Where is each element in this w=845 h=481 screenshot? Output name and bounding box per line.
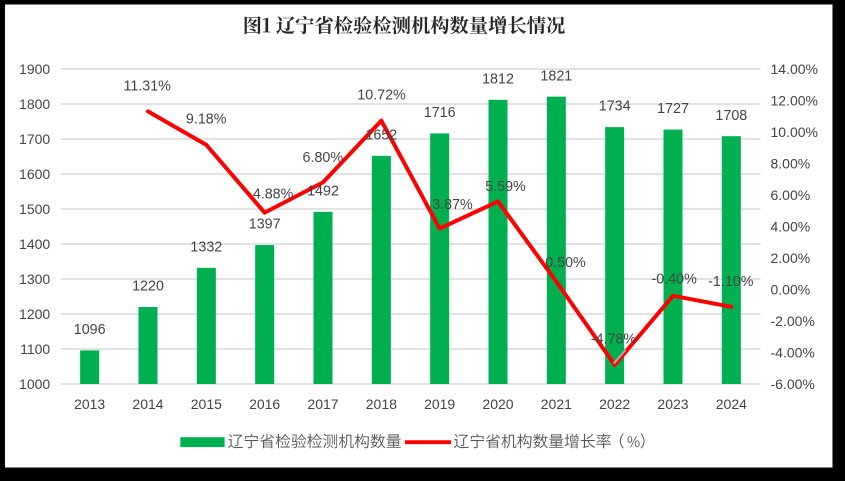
svg-text:2016: 2016	[249, 396, 280, 412]
svg-text:1821: 1821	[540, 68, 572, 84]
svg-text:2019: 2019	[424, 396, 455, 412]
svg-text:1397: 1397	[249, 217, 281, 233]
svg-text:6.00%: 6.00%	[771, 187, 811, 203]
svg-text:1400: 1400	[19, 236, 50, 252]
svg-text:0.00%: 0.00%	[771, 282, 811, 298]
svg-text:-4.78%: -4.78%	[591, 332, 637, 348]
svg-text:1734: 1734	[599, 99, 631, 115]
svg-text:1000: 1000	[19, 376, 50, 392]
svg-text:1500: 1500	[19, 201, 50, 217]
svg-text:2024: 2024	[716, 396, 747, 412]
svg-text:1800: 1800	[19, 96, 50, 112]
svg-text:1300: 1300	[19, 271, 50, 287]
svg-text:2022: 2022	[599, 396, 630, 412]
svg-text:-0.40%: -0.40%	[652, 272, 698, 288]
svg-text:9.18%: 9.18%	[186, 112, 227, 128]
svg-text:8.00%: 8.00%	[771, 156, 811, 172]
svg-text:2023: 2023	[657, 396, 688, 412]
svg-text:-6.00%: -6.00%	[771, 376, 815, 392]
svg-text:1332: 1332	[190, 239, 222, 255]
svg-text:2017: 2017	[307, 396, 338, 412]
svg-text:10.72%: 10.72%	[357, 88, 406, 104]
svg-text:1100: 1100	[20, 341, 50, 357]
svg-text:12.00%: 12.00%	[771, 93, 818, 109]
svg-text:2018: 2018	[366, 396, 397, 412]
svg-text:2.00%: 2.00%	[771, 250, 811, 266]
svg-text:11.31%: 11.31%	[123, 79, 171, 95]
svg-text:2020: 2020	[482, 396, 513, 412]
svg-text:4.00%: 4.00%	[771, 219, 811, 235]
svg-text:1716: 1716	[424, 105, 456, 121]
svg-text:14.00%: 14.00%	[771, 61, 818, 77]
svg-text:1708: 1708	[715, 108, 747, 124]
svg-text:1727: 1727	[657, 101, 689, 117]
svg-text:1220: 1220	[132, 279, 164, 295]
svg-text:2013: 2013	[74, 396, 105, 412]
svg-text:1812: 1812	[482, 71, 514, 87]
svg-text:1600: 1600	[19, 166, 50, 182]
svg-text:5.59%: 5.59%	[485, 179, 526, 195]
svg-text:2014: 2014	[132, 396, 163, 412]
svg-text:-4.00%: -4.00%	[771, 345, 815, 361]
svg-text:-1.10%: -1.10%	[708, 274, 754, 290]
svg-text:2021: 2021	[541, 396, 572, 412]
svg-text:3.87%: 3.87%	[432, 197, 473, 213]
svg-text:0.50%: 0.50%	[545, 255, 586, 271]
svg-text:2015: 2015	[191, 396, 222, 412]
svg-text:10.00%: 10.00%	[771, 124, 818, 140]
svg-text:4.88%: 4.88%	[253, 186, 294, 202]
svg-text:1652: 1652	[365, 127, 397, 143]
svg-text:1096: 1096	[74, 322, 106, 338]
svg-text:1900: 1900	[19, 61, 50, 77]
svg-text:1200: 1200	[19, 306, 50, 322]
svg-text:6.80%: 6.80%	[303, 150, 344, 166]
svg-text:1700: 1700	[19, 131, 50, 147]
svg-text:-2.00%: -2.00%	[771, 313, 815, 329]
svg-text:1492: 1492	[307, 183, 339, 199]
